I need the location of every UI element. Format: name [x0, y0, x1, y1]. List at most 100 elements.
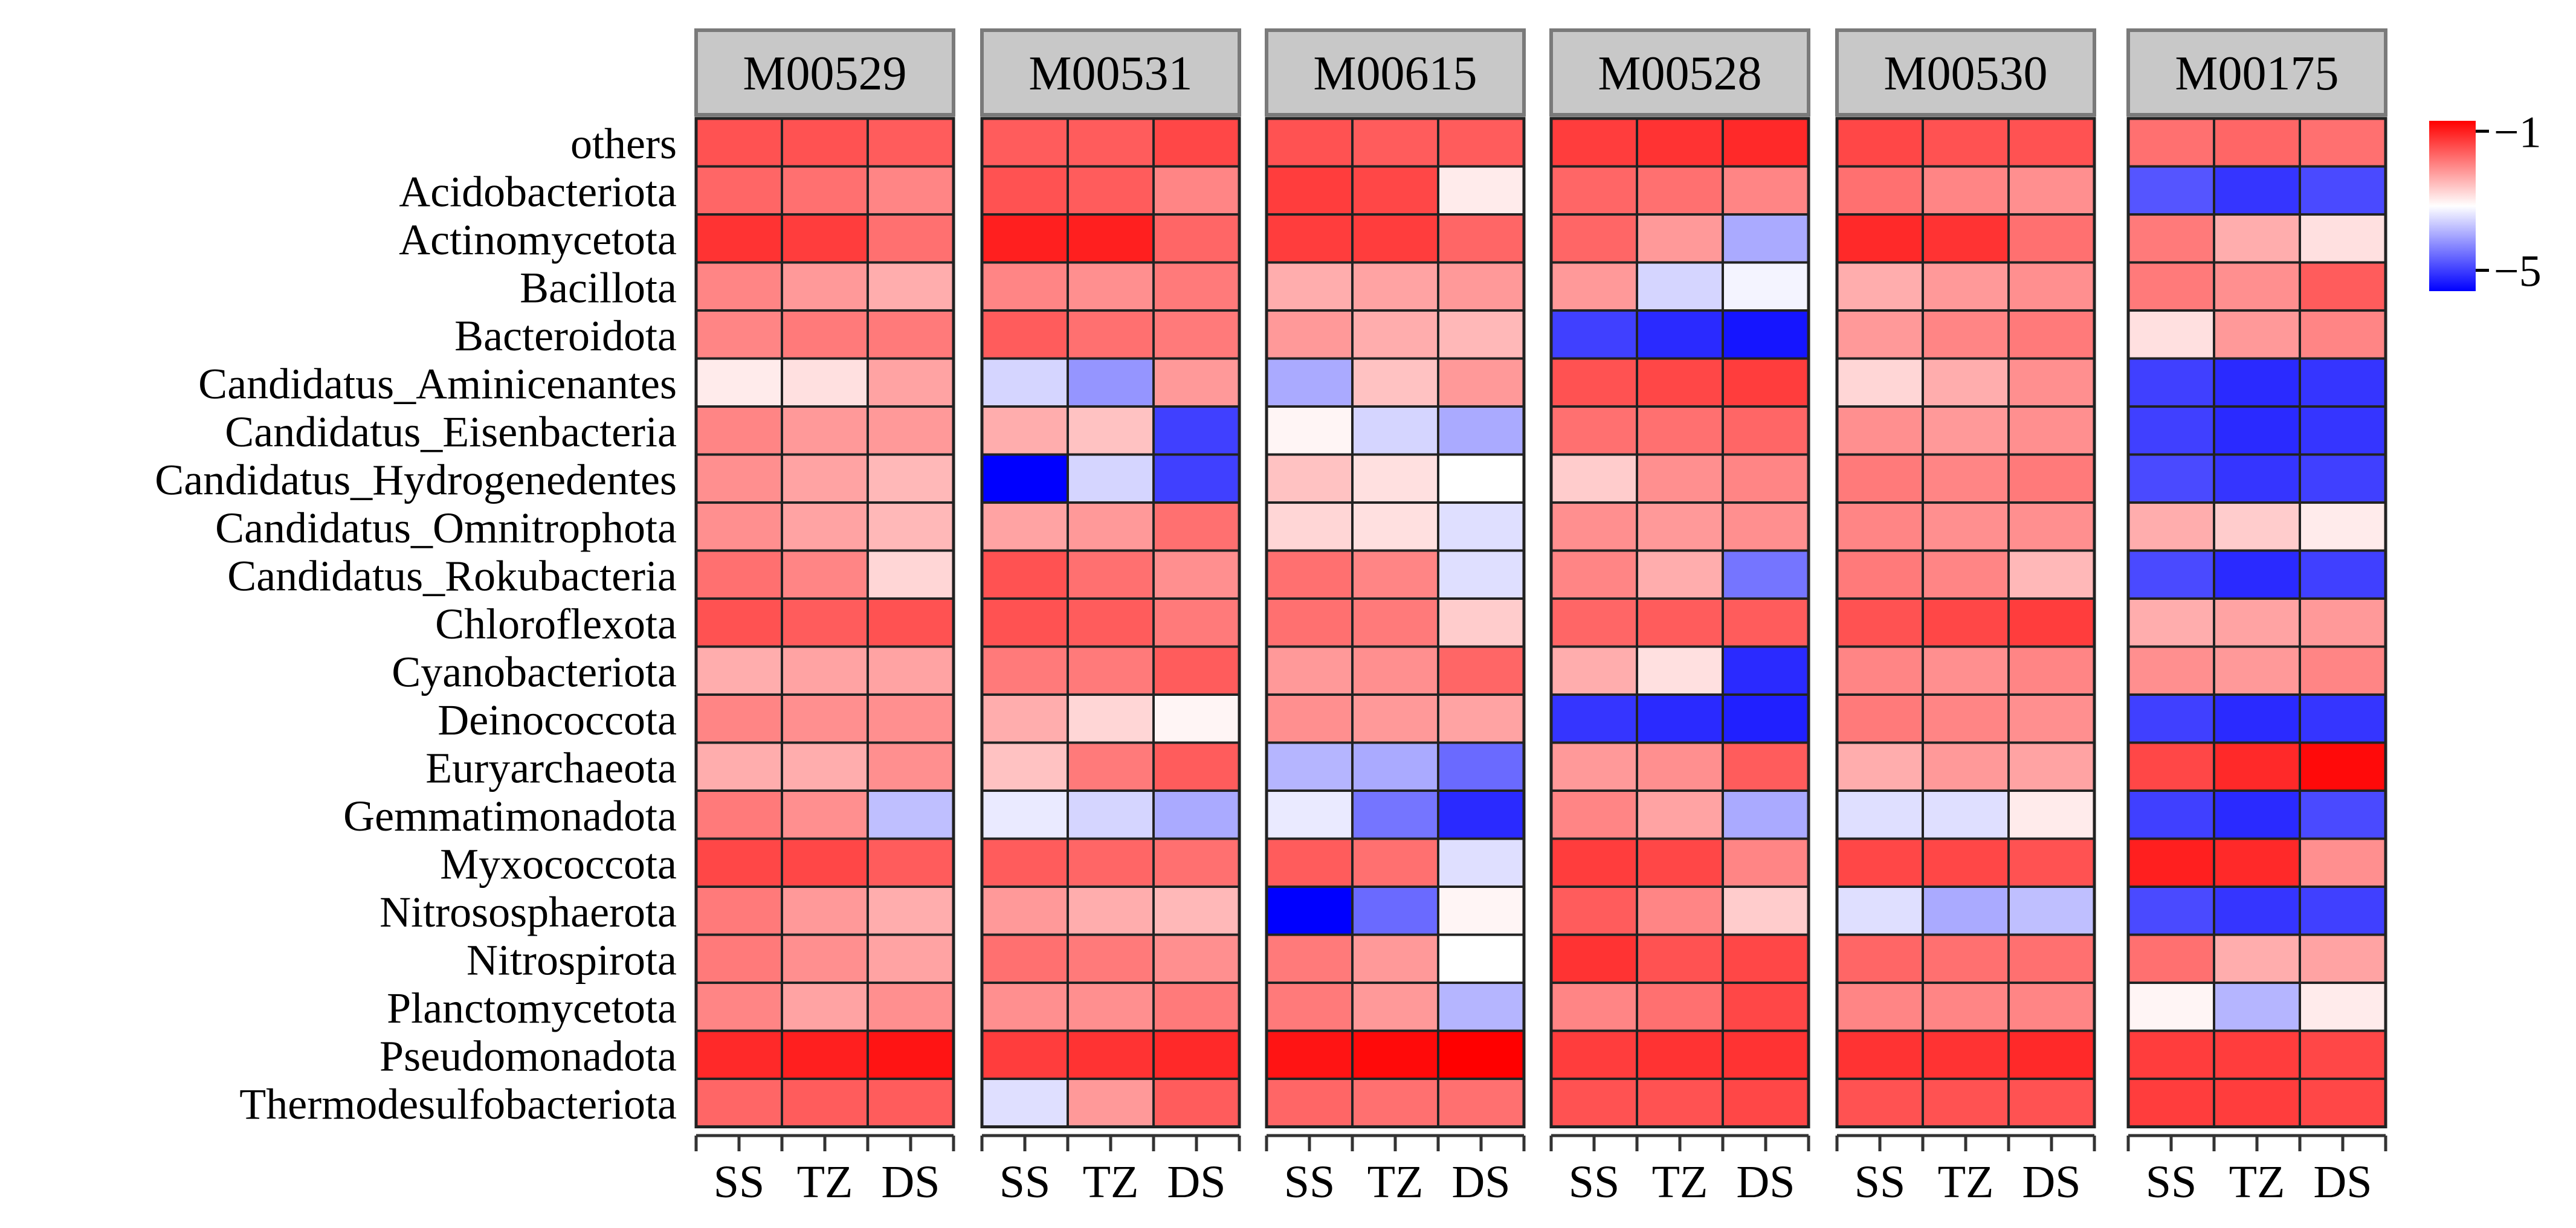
heatmap-cell — [867, 261, 955, 312]
heatmap-cell — [867, 453, 955, 504]
heatmap-cell — [1152, 886, 1241, 936]
facet-label: M00615 — [1313, 47, 1477, 100]
heatmap-cell — [867, 117, 955, 168]
heatmap-cell — [2213, 597, 2301, 648]
heatmap-cell — [1265, 453, 1354, 504]
heatmap-cell — [2127, 549, 2215, 600]
row-label: Bacillota — [520, 263, 677, 312]
heatmap-cell — [695, 165, 783, 216]
heatmap-cell — [1636, 213, 1724, 264]
heatmap-cell — [981, 693, 1069, 744]
column-label: TZ — [1367, 1157, 1424, 1207]
heatmap-cell — [1265, 261, 1354, 312]
heatmap-cell — [2127, 1029, 2215, 1080]
heatmap-cell — [1265, 165, 1354, 216]
heatmap-cell — [1722, 982, 1810, 1032]
heatmap-cell — [1550, 117, 1638, 168]
heatmap-cell — [981, 117, 1069, 168]
heatmap-cell — [781, 117, 869, 168]
heatmap-cell — [1265, 1029, 1354, 1080]
heatmap-cell — [2007, 933, 2096, 984]
heatmap-cell — [2299, 405, 2387, 456]
facet-strip — [694, 28, 955, 117]
heatmap-cell — [981, 886, 1069, 936]
column-label: SS — [2146, 1157, 2197, 1207]
column-label: TZ — [1652, 1157, 1708, 1207]
heatmap-cell — [781, 453, 869, 504]
heatmap-cell — [695, 549, 783, 600]
heatmap-cell — [981, 933, 1069, 984]
heatmap-cell — [1351, 982, 1439, 1032]
heatmap-cell — [1152, 165, 1241, 216]
row-label: Myxococcota — [440, 840, 677, 888]
heatmap-cell — [981, 261, 1069, 312]
heatmap-cell — [1265, 741, 1354, 792]
heatmap-cell — [2127, 933, 2215, 984]
heatmap-cell — [2007, 886, 2096, 936]
row-label: others — [570, 120, 677, 168]
heatmap-cell — [1922, 1029, 2010, 1080]
heatmap-cell — [1922, 886, 2010, 936]
heatmap-cell — [1265, 886, 1354, 936]
heatmap-cell — [1922, 453, 2010, 504]
heatmap-cell — [2299, 886, 2387, 936]
heatmap-cell — [2299, 165, 2387, 216]
row-label: Thermodesulfobacteriota — [239, 1080, 677, 1128]
heatmap-cell — [2213, 501, 2301, 552]
heatmap-cell — [1722, 741, 1810, 792]
heatmap-cell — [1836, 549, 1924, 600]
heatmap-cell — [1550, 501, 1638, 552]
heatmap-cell — [1636, 309, 1724, 360]
heatmap-cell — [781, 933, 869, 984]
facet-strip — [2126, 28, 2387, 117]
heatmap-cell — [1722, 933, 1810, 984]
heatmap-cell — [2213, 645, 2301, 696]
heatmap-cell — [2299, 357, 2387, 408]
heatmap-cell — [781, 501, 869, 552]
heatmap-cell — [2007, 453, 2096, 504]
heatmap-cell — [867, 309, 955, 360]
heatmap-cell — [1550, 741, 1638, 792]
heatmap-cell — [2007, 1078, 2096, 1128]
heatmap-cell — [1152, 117, 1241, 168]
heatmap-cell — [2213, 693, 2301, 744]
heatmap-cell — [1922, 165, 2010, 216]
heatmap-cell — [781, 405, 869, 456]
heatmap-cell — [1722, 645, 1810, 696]
heatmap-cell — [1067, 597, 1155, 648]
heatmap-cell — [981, 982, 1069, 1032]
heatmap-cell — [2213, 933, 2301, 984]
column-label: SS — [1855, 1157, 1906, 1207]
column-label: SS — [714, 1157, 765, 1207]
row-label: Euryarchaeota — [425, 744, 677, 792]
heatmap-cell — [1152, 789, 1241, 840]
heatmap-cell — [2299, 933, 2387, 984]
heatmap-cell — [1550, 693, 1638, 744]
heatmap-cell — [2299, 453, 2387, 504]
row-label: Nitrososphaerota — [379, 888, 677, 936]
heatmap-cell — [1152, 597, 1241, 648]
heatmap-cell — [781, 741, 869, 792]
heatmap-cell — [1836, 357, 1924, 408]
column-label: DS — [1167, 1157, 1225, 1207]
heatmap-cell — [2007, 741, 2096, 792]
heatmap-cell — [1067, 165, 1155, 216]
heatmap-cell — [1152, 405, 1241, 456]
heatmap-cell — [1067, 1029, 1155, 1080]
heatmap-cell — [1265, 645, 1354, 696]
heatmap-cell — [2213, 789, 2301, 840]
heatmap-cell — [1067, 213, 1155, 264]
row-label: Candidatus_Rokubacteria — [227, 551, 677, 600]
heatmap-cell — [981, 165, 1069, 216]
heatmap-cell — [867, 165, 955, 216]
heatmap-cell — [2213, 261, 2301, 312]
row-label: Gemmatimonadota — [343, 792, 677, 840]
heatmap-cell — [2127, 165, 2215, 216]
heatmap-cell — [1636, 886, 1724, 936]
heatmap-cell — [1265, 357, 1354, 408]
heatmap-cell — [981, 357, 1069, 408]
heatmap-cell — [1265, 1078, 1354, 1128]
heatmap-cell — [1437, 741, 1525, 792]
heatmap-cell — [1067, 693, 1155, 744]
heatmap-cell — [1636, 1078, 1724, 1128]
